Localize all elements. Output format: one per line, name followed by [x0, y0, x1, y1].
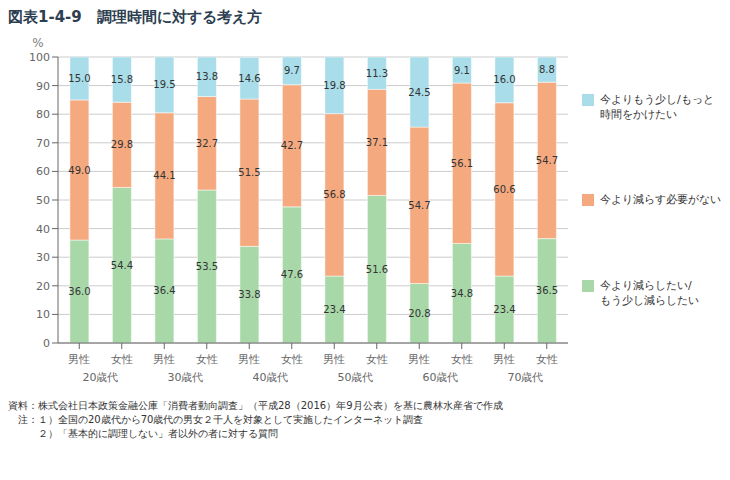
svg-text:47.6: 47.6 [281, 269, 303, 280]
svg-text:男性: 男性 [68, 353, 90, 366]
svg-text:10: 10 [36, 308, 50, 321]
svg-text:9.1: 9.1 [454, 65, 470, 76]
html-text:資料：株式会社日本政策金融公庫「消費者動向調査」（平成28（: 資料：株式会社日本政策金融公庫「消費者動向調査」（平成28（2016）年9月公表… [8, 400, 503, 411]
html-text:今より減らしたい/ もう少し減らしたい: 今より減らしたい/ もう少し減らしたい [600, 278, 699, 307]
svg-text:9.7: 9.7 [284, 65, 300, 76]
svg-text:70: 70 [36, 137, 50, 150]
svg-text:8.8: 8.8 [539, 64, 555, 75]
svg-text:20: 20 [36, 280, 50, 293]
svg-text:50: 50 [36, 194, 50, 207]
svg-text:20歳代: 20歳代 [83, 371, 119, 384]
html-text:注：１）全国の20歳代から70歳代の男女２千人を対象として実: 注：１）全国の20歳代から70歳代の男女２千人を対象として実施したインターネット… [8, 414, 424, 425]
svg-text:32.7: 32.7 [196, 138, 218, 149]
svg-text:40: 40 [36, 223, 50, 236]
html-text:今より減らす必要がない: 今より減らす必要がない [600, 193, 721, 207]
svg-text:19.5: 19.5 [153, 79, 175, 90]
svg-text:42.7: 42.7 [281, 140, 303, 151]
svg-text:男性: 男性 [153, 353, 175, 366]
svg-text:30: 30 [36, 251, 50, 264]
svg-text:56.1: 56.1 [451, 158, 473, 169]
svg-text:男性: 男性 [238, 353, 260, 366]
svg-text:男性: 男性 [493, 353, 515, 366]
svg-text:36.4: 36.4 [153, 285, 175, 296]
svg-text:49.0: 49.0 [68, 165, 90, 176]
svg-text:16.0: 16.0 [493, 74, 515, 85]
svg-text:40歳代: 40歳代 [253, 371, 289, 384]
svg-text:29.8: 29.8 [111, 139, 133, 150]
svg-text:%: % [32, 36, 43, 50]
svg-text:23.4: 23.4 [493, 304, 515, 315]
svg-text:0: 0 [43, 337, 50, 350]
svg-text:44.1: 44.1 [153, 170, 175, 181]
svg-text:女性: 女性 [281, 353, 303, 366]
svg-text:男性: 男性 [408, 353, 430, 366]
svg-text:14.6: 14.6 [238, 73, 260, 84]
svg-text:20.8: 20.8 [408, 308, 430, 319]
svg-text:70歳代: 70歳代 [508, 371, 544, 384]
svg-text:50歳代: 50歳代 [338, 371, 374, 384]
html-text:図表1-4-9 調理時間に対する考え方: 図表1-4-9 調理時間に対する考え方 [8, 8, 262, 26]
svg-text:女性: 女性 [196, 353, 218, 366]
svg-text:36.5: 36.5 [536, 285, 558, 296]
svg-text:15.8: 15.8 [111, 74, 133, 85]
svg-text:女性: 女性 [366, 353, 388, 366]
svg-text:33.8: 33.8 [238, 289, 260, 300]
svg-text:34.8: 34.8 [451, 288, 473, 299]
svg-text:37.1: 37.1 [366, 137, 388, 148]
svg-text:11.3: 11.3 [366, 68, 388, 79]
svg-text:51.5: 51.5 [238, 167, 260, 178]
html-text:２）「基本的に調理しない」者以外の者に対する質問: ２）「基本的に調理しない」者以外の者に対する質問 [8, 428, 278, 439]
svg-text:女性: 女性 [536, 353, 558, 366]
svg-text:54.4: 54.4 [111, 260, 133, 271]
svg-text:54.7: 54.7 [536, 155, 558, 166]
svg-text:男性: 男性 [323, 353, 345, 366]
svg-text:100: 100 [29, 51, 50, 64]
svg-text:女性: 女性 [451, 353, 473, 366]
svg-text:60: 60 [36, 165, 50, 178]
svg-text:51.6: 51.6 [366, 264, 388, 275]
svg-text:54.7: 54.7 [408, 200, 430, 211]
svg-text:60.6: 60.6 [493, 184, 515, 195]
svg-text:19.8: 19.8 [323, 80, 345, 91]
svg-text:80: 80 [36, 108, 50, 121]
svg-text:13.8: 13.8 [196, 71, 218, 82]
svg-text:53.5: 53.5 [196, 261, 218, 272]
svg-text:15.0: 15.0 [68, 73, 90, 84]
svg-text:30歳代: 30歳代 [168, 371, 204, 384]
svg-text:60歳代: 60歳代 [423, 371, 459, 384]
svg-text:24.5: 24.5 [408, 87, 430, 98]
svg-text:36.0: 36.0 [68, 286, 90, 297]
svg-text:女性: 女性 [111, 353, 133, 366]
svg-text:56.8: 56.8 [323, 189, 345, 200]
svg-text:90: 90 [36, 80, 50, 93]
svg-text:23.4: 23.4 [323, 304, 345, 315]
html-text:今よりもう少し/もっと 時間をかけたい: 今よりもう少し/もっと 時間をかけたい [600, 93, 714, 122]
